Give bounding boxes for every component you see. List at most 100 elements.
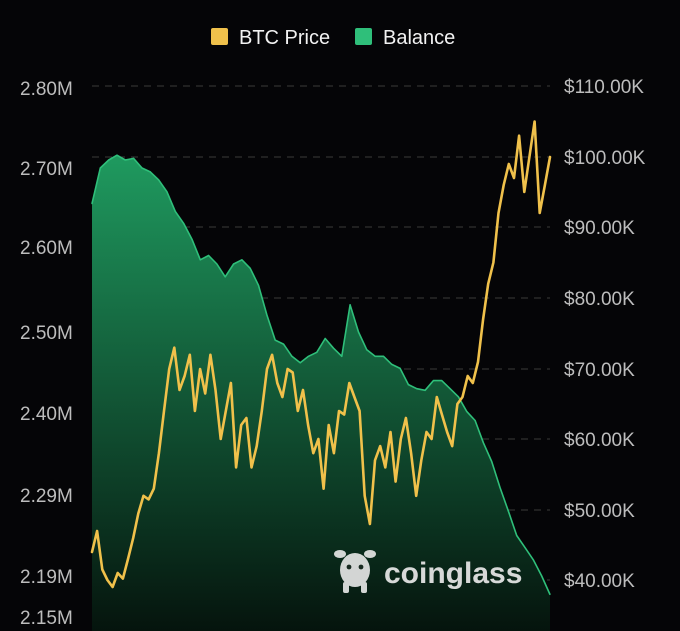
balance-point — [466, 410, 468, 412]
balance-point — [174, 210, 176, 212]
balance-point — [482, 442, 484, 444]
btc-price-point — [472, 382, 474, 384]
btc-price-point — [178, 389, 181, 391]
right-axis-tick-label: $90.00K — [564, 218, 635, 239]
btc-price-point — [96, 530, 98, 532]
btc-price-point — [502, 184, 505, 186]
btc-price-point — [209, 354, 212, 356]
btc-price-point — [533, 120, 536, 123]
btc-price-point — [106, 579, 109, 581]
balance-point — [307, 355, 310, 357]
btc-price-point — [116, 572, 119, 574]
btc-price-point — [487, 283, 490, 285]
balance-point — [299, 362, 301, 364]
right-axis-tick-label: $60.00K — [564, 430, 635, 451]
left-axis-tick-label: 2.70M — [20, 159, 73, 180]
balance-point — [199, 259, 201, 261]
balance-point — [116, 154, 118, 156]
balance-point — [332, 347, 335, 349]
balance-point — [282, 343, 285, 345]
btc-price-point — [245, 417, 248, 419]
balance-point — [507, 510, 509, 512]
balance-point — [499, 486, 501, 489]
btc-price-point — [225, 410, 227, 412]
btc-price-point — [271, 354, 273, 356]
chart-legend[interactable]: BTC Price Balance — [211, 27, 455, 49]
right-axis-tick-label: $100.00K — [564, 148, 646, 169]
btc-price-point — [466, 375, 469, 377]
balance-point — [266, 314, 268, 316]
balance-point — [149, 171, 151, 173]
btc-price-point — [400, 438, 402, 440]
btc-price-point — [261, 410, 263, 412]
btc-price-point — [214, 389, 217, 391]
btc-price-point — [189, 354, 191, 356]
left-axis-tick-label: 2.80M — [20, 79, 73, 100]
btc-price-point — [379, 445, 382, 447]
left-axis-tick-label: 2.50M — [20, 323, 73, 344]
balance-point — [158, 179, 160, 181]
btc-price-point — [333, 452, 335, 455]
legend-item[interactable]: BTC Price — [211, 27, 330, 49]
btc-price-point — [276, 382, 279, 384]
btc-price-point — [163, 410, 165, 412]
balance-point — [532, 559, 534, 561]
btc-price-point — [147, 498, 150, 501]
btc-price-point — [302, 389, 304, 391]
btc-price-point — [297, 410, 299, 412]
btc-price-point — [518, 134, 520, 137]
balance-area-fill — [92, 155, 550, 631]
btc-price-point — [461, 396, 464, 398]
legend-swatch — [355, 28, 372, 45]
btc-price-point — [111, 586, 114, 588]
balance-point — [516, 534, 518, 537]
balance-point — [241, 259, 243, 261]
balance-point — [91, 203, 93, 205]
balance-point — [233, 263, 235, 265]
balance-point — [99, 167, 101, 169]
btc-price-point — [430, 438, 433, 440]
btc-price-point — [153, 487, 155, 490]
btc-price-point — [415, 495, 418, 497]
balance-point — [474, 419, 476, 422]
btc-price-point — [420, 459, 423, 462]
btc-price-point — [173, 346, 176, 349]
balance-point — [133, 157, 135, 159]
btc-price-point — [291, 371, 294, 374]
legend-item[interactable]: Balance — [355, 27, 455, 49]
balance-point — [341, 355, 343, 357]
left-y-axis: 2.80M 2.70M 2.60M 2.50M 2.40M 2.29M 2.19M 2.15M — [20, 79, 73, 629]
btc-price-point — [327, 424, 330, 426]
btc-price-point — [255, 445, 258, 447]
btc-price-point — [482, 318, 484, 321]
btc-price-point — [281, 396, 284, 398]
balance-point — [141, 167, 143, 169]
balance-point — [257, 284, 260, 286]
balance-point — [357, 331, 360, 333]
balance-point — [216, 263, 218, 265]
legend-label: Balance — [383, 27, 455, 49]
btc-price-point — [240, 424, 242, 426]
balance-point — [274, 339, 276, 341]
btc-price-point — [363, 495, 366, 497]
balance-point — [399, 367, 401, 369]
balance-point — [108, 159, 110, 161]
btc-price-point — [132, 537, 134, 539]
btc-price-point — [394, 480, 397, 483]
btc-price-point — [425, 431, 428, 433]
watermark-text: coinglass — [384, 557, 522, 590]
balance-point — [382, 355, 385, 357]
btc-price-point — [322, 487, 325, 490]
balance-point — [416, 388, 418, 390]
btc-price-point — [91, 551, 93, 553]
btc-price-point — [101, 568, 104, 571]
balance-point — [124, 159, 126, 161]
btc-price-point — [549, 156, 551, 158]
watermark: coinglass — [334, 550, 522, 593]
balance-point — [524, 547, 526, 549]
btc-price-point — [528, 156, 531, 158]
btc-price-point — [358, 410, 361, 412]
btc-price-point — [312, 452, 315, 455]
btc-price-point — [235, 466, 237, 469]
balance-line — [91, 154, 551, 595]
